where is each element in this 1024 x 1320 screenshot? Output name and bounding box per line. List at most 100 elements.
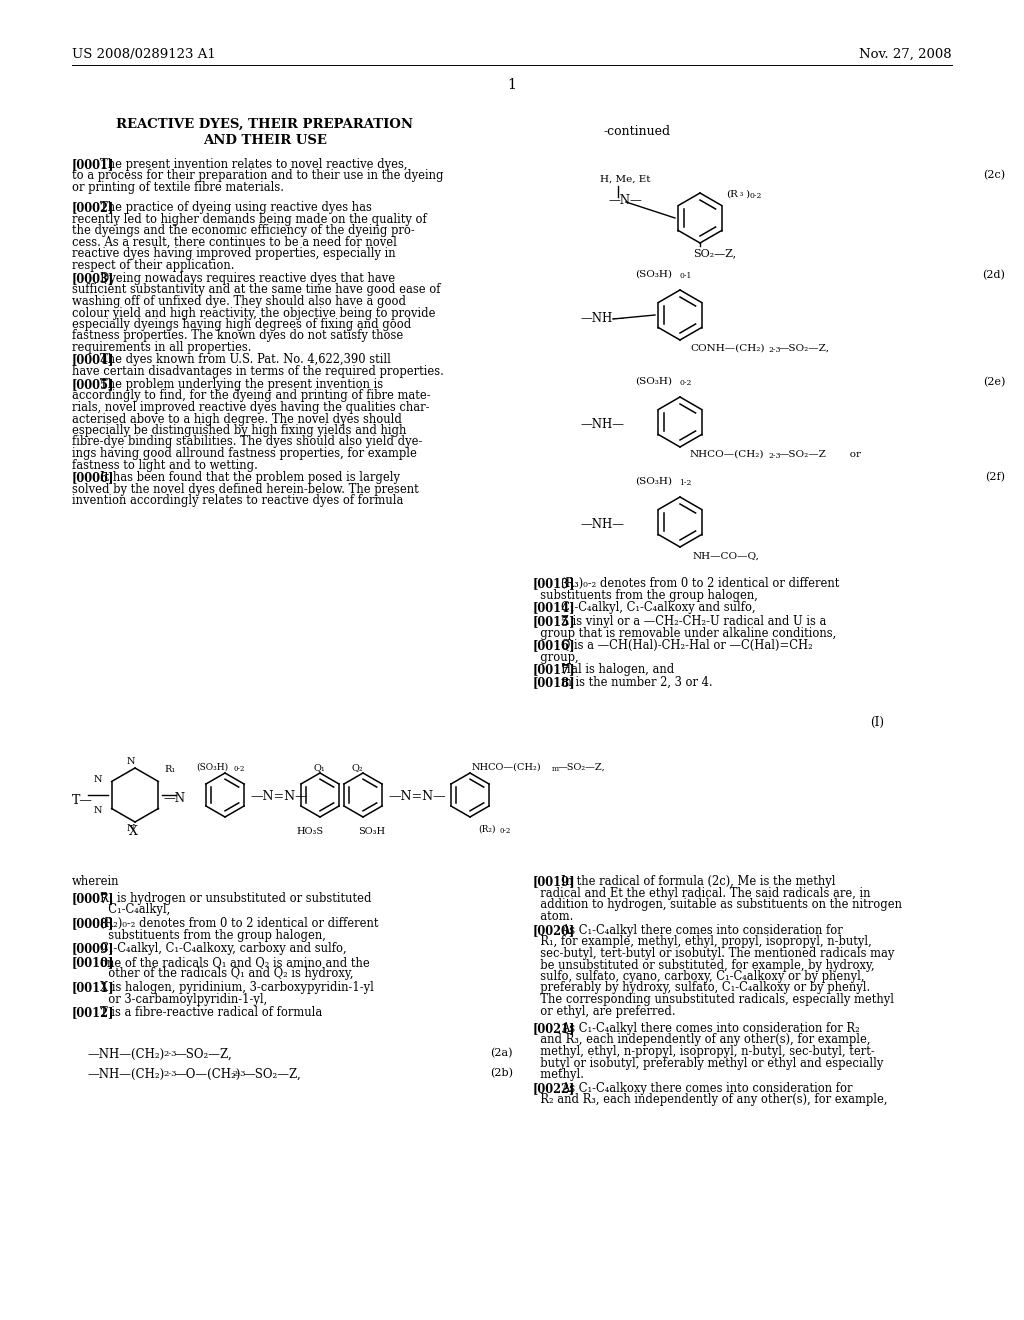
Text: Q is a —CH(Hal)-CH₂-Hal or —C(Hal)=CH₂: Q is a —CH(Hal)-CH₂-Hal or —C(Hal)=CH₂	[561, 639, 813, 652]
Text: —N=N—: —N=N—	[250, 791, 307, 804]
Text: —NH—: —NH—	[580, 519, 624, 532]
Text: 0-2: 0-2	[234, 766, 246, 774]
Text: X is halogen, pyridinium, 3-carboxypyridin-1-yl: X is halogen, pyridinium, 3-carboxypyrid…	[100, 981, 374, 994]
Text: 2-3: 2-3	[768, 346, 780, 354]
Text: m is the number 2, 3 or 4.: m is the number 2, 3 or 4.	[561, 676, 713, 689]
Text: especially be distinguished by high fixing yields and high: especially be distinguished by high fixi…	[72, 424, 407, 437]
Text: (R₃)₀-₂ denotes from 0 to 2 identical or different: (R₃)₀-₂ denotes from 0 to 2 identical or…	[561, 577, 840, 590]
Text: N: N	[93, 775, 102, 784]
Text: cess. As a result, there continues to be a need for novel: cess. As a result, there continues to be…	[72, 235, 397, 248]
Text: the dyeings and the economic efficiency of the dyeing pro-: the dyeings and the economic efficiency …	[72, 224, 415, 238]
Text: —SO₂—Z,: —SO₂—Z,	[779, 345, 830, 352]
Text: or ethyl, are preferred.: or ethyl, are preferred.	[534, 1005, 676, 1018]
Text: [0019]: [0019]	[534, 875, 575, 888]
Text: As C₁-C₄alkyl there comes into consideration for: As C₁-C₄alkyl there comes into considera…	[561, 924, 843, 937]
Text: T—: T—	[72, 793, 93, 807]
Text: SO₂—Z,: SO₂—Z,	[693, 248, 736, 257]
Text: [0009]: [0009]	[72, 942, 115, 954]
Text: radical and Et the ethyl radical. The said radicals are, in: radical and Et the ethyl radical. The sa…	[534, 887, 870, 899]
Text: R₁ is hydrogen or unsubstituted or substituted: R₁ is hydrogen or unsubstituted or subst…	[100, 892, 372, 906]
Text: (SO₃H): (SO₃H)	[635, 477, 672, 486]
Text: 0-2: 0-2	[679, 379, 691, 387]
Text: methyl, ethyl, n-propyl, isopropyl, n-butyl, sec-butyl, tert-: methyl, ethyl, n-propyl, isopropyl, n-bu…	[534, 1045, 874, 1059]
Text: ₃: ₃	[740, 190, 743, 198]
Text: N: N	[127, 756, 135, 766]
Text: In the radical of formula (2c), Me is the methyl: In the radical of formula (2c), Me is th…	[561, 875, 836, 888]
Text: [0003]: [0003]	[72, 272, 115, 285]
Text: [0001]: [0001]	[72, 158, 115, 172]
Text: US 2008/0289123 A1: US 2008/0289123 A1	[72, 48, 216, 61]
Text: (SO₃H): (SO₃H)	[635, 378, 672, 385]
Text: —N: —N	[163, 792, 185, 804]
Text: NH—CO—Q,: NH—CO—Q,	[693, 552, 760, 561]
Text: to a process for their preparation and to their use in the dyeing: to a process for their preparation and t…	[72, 169, 443, 182]
Text: SO₃H: SO₃H	[358, 828, 385, 836]
Text: The dyes known from U.S. Pat. No. 4,622,390 still: The dyes known from U.S. Pat. No. 4,622,…	[100, 352, 391, 366]
Text: rials, novel improved reactive dyes having the qualities char-: rials, novel improved reactive dyes havi…	[72, 401, 429, 414]
Text: butyl or isobutyl, preferably methyl or ethyl and especially: butyl or isobutyl, preferably methyl or …	[534, 1056, 884, 1069]
Text: T is a fibre-reactive radical of formula: T is a fibre-reactive radical of formula	[100, 1006, 323, 1019]
Text: [0005]: [0005]	[72, 378, 115, 391]
Text: ings having good allround fastness properties, for example: ings having good allround fastness prope…	[72, 447, 417, 459]
Text: 1: 1	[508, 78, 516, 92]
Text: —O—(CH₂): —O—(CH₂)	[174, 1068, 241, 1081]
Text: [0006]: [0006]	[72, 471, 115, 484]
Text: —NH—: —NH—	[580, 418, 624, 432]
Text: preferably by hydroxy, sulfato, C₁-C₄alkoxy or by phenyl.: preferably by hydroxy, sulfato, C₁-C₄alk…	[534, 982, 870, 994]
Text: 0-2: 0-2	[750, 191, 763, 201]
Text: -continued: -continued	[603, 125, 670, 139]
Text: (2d): (2d)	[982, 271, 1005, 280]
Text: 2-3: 2-3	[163, 1071, 176, 1078]
Text: (2f): (2f)	[985, 473, 1005, 482]
Text: (I): (I)	[870, 715, 884, 729]
Text: sec-butyl, tert-butyl or isobutyl. The mentioned radicals may: sec-butyl, tert-butyl or isobutyl. The m…	[534, 946, 894, 960]
Text: 2-3: 2-3	[768, 451, 780, 459]
Text: substituents from the group halogen,: substituents from the group halogen,	[534, 589, 758, 602]
Text: R₁: R₁	[164, 766, 175, 774]
Text: have certain disadvantages in terms of the required properties.: have certain disadvantages in terms of t…	[72, 364, 443, 378]
Text: (2e): (2e)	[983, 378, 1005, 387]
Text: [0010]: [0010]	[72, 956, 115, 969]
Text: methyl.: methyl.	[534, 1068, 584, 1081]
Text: or: or	[840, 450, 861, 459]
Text: wherein: wherein	[72, 875, 120, 888]
Text: [0017]: [0017]	[534, 663, 575, 676]
Text: R₂ and R₃, each independently of any other(s), for example,: R₂ and R₃, each independently of any oth…	[534, 1093, 888, 1106]
Text: respect of their application.: respect of their application.	[72, 259, 234, 272]
Text: C₁-C₄alkyl, C₁-C₄alkoxy, carboxy and sulfo,: C₁-C₄alkyl, C₁-C₄alkoxy, carboxy and sul…	[100, 942, 347, 954]
Text: fastness properties. The known dyes do not satisfy those: fastness properties. The known dyes do n…	[72, 330, 403, 342]
Text: R₁, for example, methyl, ethyl, propyl, isopropyl, n-butyl,: R₁, for example, methyl, ethyl, propyl, …	[534, 936, 871, 949]
Text: The present invention relates to novel reactive dyes,: The present invention relates to novel r…	[100, 158, 408, 172]
Text: —SO₂—Z,: —SO₂—Z,	[174, 1048, 231, 1061]
Text: acterised above to a high degree. The novel dyes should: acterised above to a high degree. The no…	[72, 412, 401, 425]
Text: As C₁-C₄alkoxy there comes into consideration for: As C₁-C₄alkoxy there comes into consider…	[561, 1082, 853, 1096]
Text: 0-1: 0-1	[679, 272, 691, 280]
Text: NHCO—(CH₂): NHCO—(CH₂)	[472, 763, 542, 772]
Text: Dyeing nowadays requires reactive dyes that have: Dyeing nowadays requires reactive dyes t…	[100, 272, 395, 285]
Text: sufficient substantivity and at the same time have good ease of: sufficient substantivity and at the same…	[72, 284, 440, 297]
Text: —SO₂—Z: —SO₂—Z	[779, 450, 826, 459]
Text: or printing of textile fibre materials.: or printing of textile fibre materials.	[72, 181, 284, 194]
Text: [0008]: [0008]	[72, 917, 115, 931]
Text: other of the radicals Q₁ and Q₂ is hydroxy,: other of the radicals Q₁ and Q₂ is hydro…	[72, 968, 353, 981]
Text: especially dyeings having high degrees of fixing and good: especially dyeings having high degrees o…	[72, 318, 412, 331]
Text: —SO₂—Z,: —SO₂—Z,	[558, 763, 606, 772]
Text: fibre-dye binding stabilities. The dyes should also yield dye-: fibre-dye binding stabilities. The dyes …	[72, 436, 422, 449]
Text: N: N	[93, 807, 102, 814]
Text: The corresponding unsubstituted radicals, especially methyl: The corresponding unsubstituted radicals…	[534, 993, 894, 1006]
Text: C₁-C₄alkyl,: C₁-C₄alkyl,	[72, 903, 170, 916]
Text: (2c): (2c)	[983, 170, 1005, 181]
Text: H, Me, Et: H, Me, Et	[600, 176, 650, 183]
Text: Nov. 27, 2008: Nov. 27, 2008	[859, 48, 952, 61]
Text: [0002]: [0002]	[72, 201, 115, 214]
Text: sulfo, sulfato, cyano, carboxy, C₁-C₄alkoxy or by phenyl,: sulfo, sulfato, cyano, carboxy, C₁-C₄alk…	[534, 970, 864, 983]
Text: Q₁: Q₁	[314, 763, 326, 772]
Text: [0007]: [0007]	[72, 892, 115, 906]
Text: and R₃, each independently of any other(s), for example,: and R₃, each independently of any other(…	[534, 1034, 870, 1047]
Text: [0021]: [0021]	[534, 1022, 575, 1035]
Text: The practice of dyeing using reactive dyes has: The practice of dyeing using reactive dy…	[100, 201, 372, 214]
Text: solved by the novel dyes defined herein-below. The present: solved by the novel dyes defined herein-…	[72, 483, 419, 495]
Text: —NH—(CH₂): —NH—(CH₂)	[87, 1068, 164, 1081]
Text: substituents from the group halogen,: substituents from the group halogen,	[72, 928, 326, 941]
Text: N: N	[127, 824, 135, 833]
